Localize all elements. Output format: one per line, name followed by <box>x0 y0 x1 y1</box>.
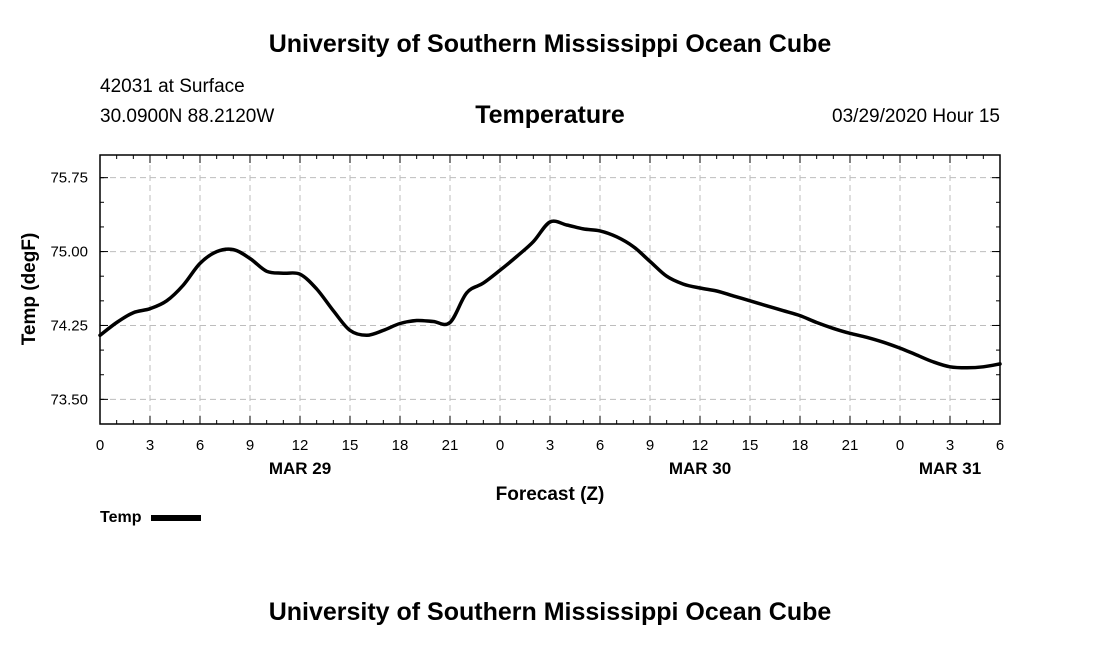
series-layer <box>98 219 1002 370</box>
x-tick-label: 18 <box>392 437 409 454</box>
y-axis-title: Temp (degF) <box>19 233 40 346</box>
grid <box>100 155 1000 424</box>
x-tick-label: 6 <box>196 437 204 454</box>
date-label: MAR 30 <box>669 459 731 478</box>
x-axis-title: Forecast (Z) <box>496 484 605 505</box>
coordinates-label: 30.0900N 88.2120W <box>100 106 275 127</box>
legend: Temp <box>100 509 202 527</box>
x-tick-label: 6 <box>596 437 604 454</box>
date-label: MAR 29 <box>269 459 331 478</box>
y-tick-label: 73.50 <box>50 391 88 408</box>
x-tick-label: 0 <box>896 437 904 454</box>
bottom-title: University of Southern Mississippi Ocean… <box>268 598 832 626</box>
x-tick-label: 12 <box>692 437 709 454</box>
x-tick-label: 6 <box>996 437 1004 454</box>
y-tick-label: 75.00 <box>50 244 88 261</box>
y-tick-label: 75.75 <box>50 170 88 187</box>
x-tick-label: 21 <box>842 437 859 454</box>
date-label: MAR 31 <box>919 459 981 478</box>
station-label: 42031 at Surface <box>100 76 245 97</box>
x-tick-label: 18 <box>792 437 809 454</box>
x-tick-label: 15 <box>342 437 359 454</box>
y-tick-label: 74.25 <box>50 317 88 334</box>
x-tick-label: 21 <box>442 437 459 454</box>
chart-title: Temperature <box>475 101 625 129</box>
legend-swatch <box>151 515 202 521</box>
top-title: University of Southern Mississippi Ocean… <box>268 30 832 58</box>
x-tick-label: 9 <box>646 437 654 454</box>
axis-labels: 0 3 6 9 12 15 18 21 0 3 6 9 12 15 18 21 0 3 6 MAR 29 MAR 30 M… <box>50 170 1004 478</box>
x-tick-label: 3 <box>146 437 154 454</box>
legend-label: Temp <box>100 509 142 526</box>
x-tick-label: 9 <box>246 437 254 454</box>
plot-frame <box>99 154 1001 425</box>
x-tick-label: 0 <box>496 437 504 454</box>
x-tick-label: 3 <box>546 437 554 454</box>
datetime-label: 03/29/2020 Hour 15 <box>832 106 1000 127</box>
x-tick-label: 15 <box>742 437 759 454</box>
x-tick-label: 3 <box>946 437 954 454</box>
x-tick-label: 0 <box>96 437 104 454</box>
x-tick-label: 12 <box>292 437 309 454</box>
